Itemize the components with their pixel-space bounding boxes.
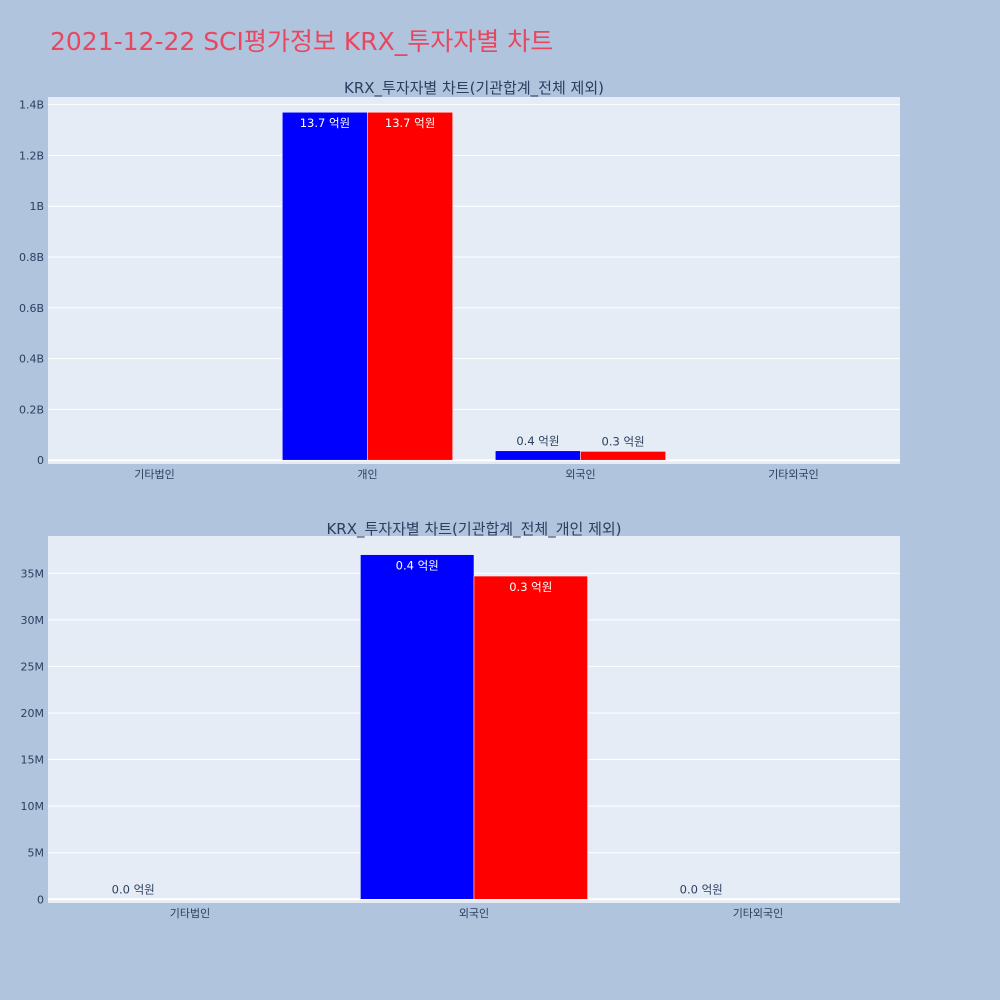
- data-label: 0.3 억원: [602, 434, 645, 448]
- plot-area: [48, 97, 900, 464]
- bar: [580, 451, 666, 461]
- y-tick-label: 0.6B: [19, 302, 44, 315]
- y-tick-label: 20M: [21, 707, 45, 720]
- data-label: 0.4 억원: [396, 559, 439, 573]
- data-label: 13.7 억원: [300, 116, 350, 130]
- y-tick-label: 30M: [21, 614, 45, 627]
- y-tick-label: 0.2B: [19, 403, 44, 416]
- y-tick-label: 25M: [21, 660, 45, 673]
- y-tick-label: 0: [37, 454, 44, 467]
- bar: [282, 111, 368, 461]
- x-tick-label: 외국인: [565, 468, 595, 481]
- y-tick-label: 5M: [28, 847, 45, 860]
- investor-chart-excl-individual: 0 5M 10M 15M 20M 25M 30M 35M KRX_투자자별 차트(기관합계_전체…: [21, 520, 900, 920]
- y-tick-label: 1.2B: [19, 149, 44, 162]
- y-tick-label: 0: [37, 893, 44, 906]
- bar: [473, 575, 588, 900]
- x-tick-label: 개인: [357, 468, 377, 481]
- y-tick-label: 0.4B: [19, 353, 44, 366]
- page-title: 2021-12-22 SCI평가정보 KRX_투자자별 차트: [50, 27, 554, 56]
- investor-chart-all: 0 0.2B 0.4B 0.6B 0.8B 1B 1.2B 1.4B KRX_투자자별 차트(기…: [19, 79, 900, 481]
- x-tick-label: 외국인: [459, 907, 489, 920]
- x-tick-label: 기타법인: [134, 468, 174, 481]
- y-tick-label: 15M: [21, 754, 45, 767]
- bar: [360, 554, 475, 900]
- bar: [367, 111, 453, 461]
- data-label: 0.3 억원: [509, 580, 552, 594]
- chart-title: KRX_투자자별 차트(기관합계_전체 제외): [344, 79, 604, 98]
- x-tick-label: 기타외국인: [768, 468, 819, 481]
- chart-title: KRX_투자자별 차트(기관합계_전체_개인 제외): [326, 520, 621, 539]
- y-tick-label: 1B: [29, 200, 44, 213]
- y-tick-label: 0.8B: [19, 251, 44, 264]
- x-tick-label: 기타법인: [170, 907, 210, 920]
- x-tick-label: 기타외국인: [733, 907, 784, 920]
- data-label: 13.7 억원: [385, 116, 435, 130]
- y-tick-label: 1.4B: [19, 99, 44, 112]
- bar: [495, 450, 581, 461]
- data-label: 0.0 억원: [680, 882, 723, 896]
- y-tick-label: 35M: [21, 567, 45, 580]
- y-tick-label: 10M: [21, 800, 45, 813]
- data-label: 0.0 억원: [112, 882, 155, 896]
- data-label: 0.4 억원: [516, 434, 559, 448]
